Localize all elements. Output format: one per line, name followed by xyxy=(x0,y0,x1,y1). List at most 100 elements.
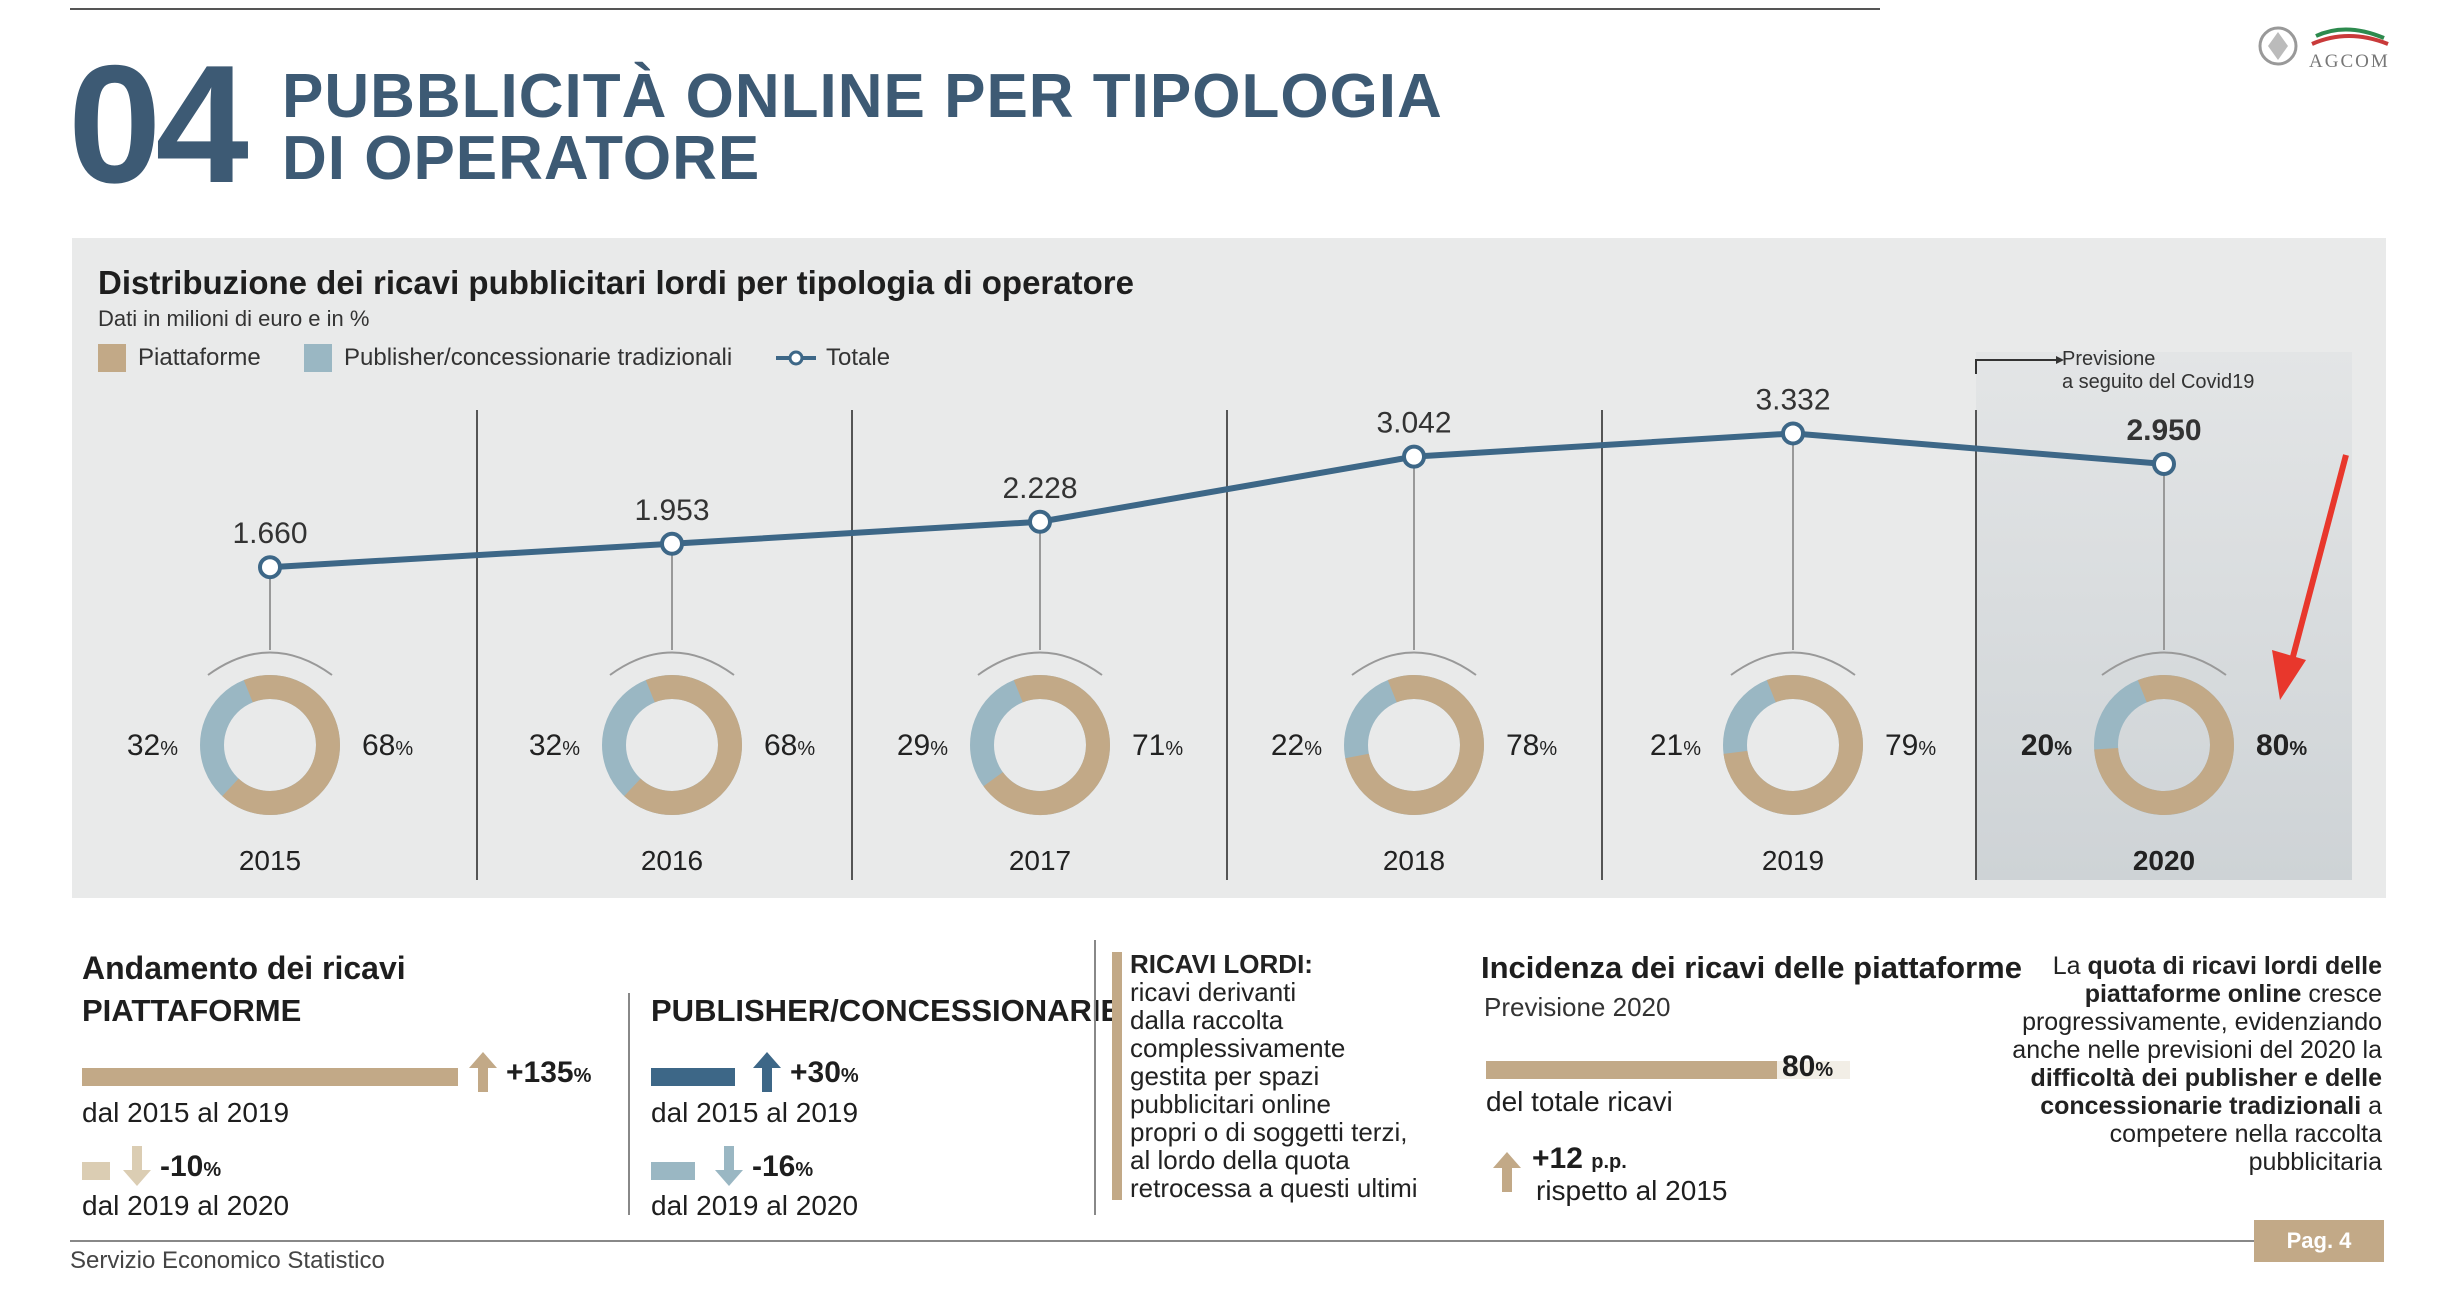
total-point xyxy=(258,555,282,580)
piattaforme-up-value: +135% xyxy=(506,1056,592,1089)
donut-piattaforme xyxy=(602,675,742,815)
incidenza-label: del totale ricavi xyxy=(1486,1086,1673,1117)
ricavi-accent-bar xyxy=(1112,952,1122,1200)
incidenza-title: Incidenza dei ricavi delle piattaforme xyxy=(1481,950,2022,985)
publisher-up-period: dal 2015 al 2019 xyxy=(651,1097,859,1128)
ricavi-line: al lordo della quota xyxy=(1130,1145,1350,1175)
donut-arc-bracket xyxy=(977,651,1103,676)
total-point xyxy=(660,531,684,556)
donut-arc-bracket xyxy=(1351,651,1477,676)
legend-publisher: Publisher/concessionarie tradizionali xyxy=(304,344,732,372)
legend-label: Piattaforme xyxy=(138,344,261,371)
forecast-note: Previsione a seguito del Covid19 xyxy=(2062,348,2254,394)
forecast-pointer-icon xyxy=(1975,356,2064,374)
publisher-pct-label: 32% xyxy=(529,729,580,762)
forecast-note-line1: Previsione xyxy=(2062,348,2156,370)
arrow-down-icon xyxy=(123,1146,151,1186)
piattaforme-down-period: dal 2019 al 2020 xyxy=(82,1190,290,1221)
piattaforme-pct-label: 80% xyxy=(2256,729,2307,762)
revenue-chart: 1.660 1.953 2.228 3.042 3.332 2.950 32% 68% 2015… xyxy=(127,383,2349,880)
total-label: 1.660 xyxy=(232,517,307,550)
donut-piattaforme xyxy=(970,675,1110,815)
footer-rule xyxy=(70,1240,2380,1242)
arrow-up-icon xyxy=(753,1052,781,1092)
publisher-up-value: +30% xyxy=(790,1056,859,1089)
year-label: 2017 xyxy=(1009,845,1071,876)
donut-piattaforme xyxy=(1723,675,1863,815)
year-label: 2020 xyxy=(2133,845,2195,876)
piattaforme-heading: PIATTAFORME xyxy=(82,993,302,1028)
legend-totale: Totale xyxy=(774,344,890,372)
total-label: 2.950 xyxy=(2126,414,2201,447)
chart-subtitle: Dati in milioni di euro e in % xyxy=(98,306,370,331)
arrow-up-icon xyxy=(1493,1152,1521,1192)
publisher-pct-label: 32% xyxy=(127,729,178,762)
total-label: 3.332 xyxy=(1755,383,1830,416)
total-point xyxy=(2152,452,2176,476)
year-label: 2019 xyxy=(1762,845,1824,876)
ricavi-line: ricavi derivanti xyxy=(1130,977,1297,1007)
red-arrow-icon xyxy=(2272,650,2306,700)
piattaforme-growth-bar xyxy=(82,1068,458,1086)
piattaforme-decline-bar xyxy=(82,1162,110,1180)
piattaforme-pct-label: 71% xyxy=(1132,729,1183,762)
publisher-pct-label: 22% xyxy=(1271,729,1322,762)
page-title-line2: DI OPERATORE xyxy=(282,124,761,193)
total-label: 2.228 xyxy=(1002,472,1077,505)
publisher-growth-bar xyxy=(651,1068,735,1086)
total-point xyxy=(1781,421,1805,446)
donut-piattaforme xyxy=(1344,674,1484,815)
agcom-logo-text: AGCOM xyxy=(2309,51,2390,72)
publisher-pct-label: 20% xyxy=(2021,729,2072,762)
piattaforme-down-value: -10% xyxy=(160,1150,222,1183)
ricavi-line: retrocessa a questi ultimi xyxy=(1130,1173,1418,1203)
page-title: PUBBLICITÀ ONLINE PER TIPOLOGIA DI OPERA… xyxy=(282,66,1443,190)
section-number: 04 xyxy=(68,30,249,218)
incidenza-bar-fill xyxy=(1486,1061,1778,1079)
ricavi-line: gestita per spazi xyxy=(1130,1061,1320,1091)
footer-label: Servizio Economico Statistico xyxy=(70,1247,385,1274)
legend-label: Totale xyxy=(826,344,891,371)
legend-swatch-gold xyxy=(98,344,126,372)
legend-piattaforme: Piattaforme xyxy=(98,344,261,372)
red-arrow-shaft xyxy=(2287,454,2349,669)
incidenza-subtitle: Previsione 2020 xyxy=(1484,992,1671,1022)
piattaforme-pct-label: 68% xyxy=(362,729,413,762)
piattaforme-up-period: dal 2015 al 2019 xyxy=(82,1097,290,1128)
ricavi-title: RICAVI LORDI: xyxy=(1130,949,1313,979)
ricavi-line: dalla raccolta xyxy=(1130,1005,1284,1035)
column-divider xyxy=(628,993,630,1215)
forecast-note-line2: a seguito del Covid19 xyxy=(2062,371,2255,393)
donut-piattaforme xyxy=(200,674,340,815)
top-rule xyxy=(70,8,1880,10)
column-divider xyxy=(1094,940,1096,1215)
publisher-down-period: dal 2019 al 2020 xyxy=(651,1190,859,1221)
publisher-pct-label: 21% xyxy=(1650,729,1701,762)
ricavi-definition: RICAVI LORDI: ricavi derivanti dalla rac… xyxy=(1130,950,1460,1202)
year-label: 2016 xyxy=(641,845,703,876)
legend-label: Publisher/concessionarie tradizionali xyxy=(344,344,733,371)
summary-text: La quota di ricavi lordi delle piattafor… xyxy=(2012,952,2382,1176)
piattaforme-pct-label: 68% xyxy=(764,729,815,762)
ricavi-line: pubblicitari online xyxy=(1130,1089,1331,1119)
publisher-heading: PUBLISHER/CONCESSIONARIE xyxy=(651,993,1122,1028)
year-label: 2015 xyxy=(239,845,301,876)
ricavi-line: propri o di soggetti terzi, xyxy=(1130,1117,1408,1147)
piattaforme-pct-label: 79% xyxy=(1885,729,1936,762)
donut-arc-bracket xyxy=(2101,651,2227,676)
legend-swatch-blue xyxy=(304,344,332,372)
pp-value: +12 p.p. xyxy=(1532,1142,1627,1175)
legend-line-icon xyxy=(776,350,816,366)
year-label: 2018 xyxy=(1383,845,1445,876)
donut-arc-bracket xyxy=(609,651,735,676)
arrow-up-icon xyxy=(469,1052,497,1092)
ricavi-line: complessivamente xyxy=(1130,1033,1346,1063)
publisher-down-value: -16% xyxy=(752,1150,814,1183)
page-title-line1: PUBBLICITÀ ONLINE PER TIPOLOGIA xyxy=(282,62,1443,131)
donut-arc-bracket xyxy=(1730,651,1856,676)
chart-title: Distribuzione dei ricavi pubblicitari lo… xyxy=(98,264,1134,301)
total-point xyxy=(1402,444,1426,469)
publisher-decline-bar xyxy=(651,1162,695,1180)
total-line xyxy=(269,430,2165,571)
incidenza-value: 80% xyxy=(1782,1050,1834,1083)
